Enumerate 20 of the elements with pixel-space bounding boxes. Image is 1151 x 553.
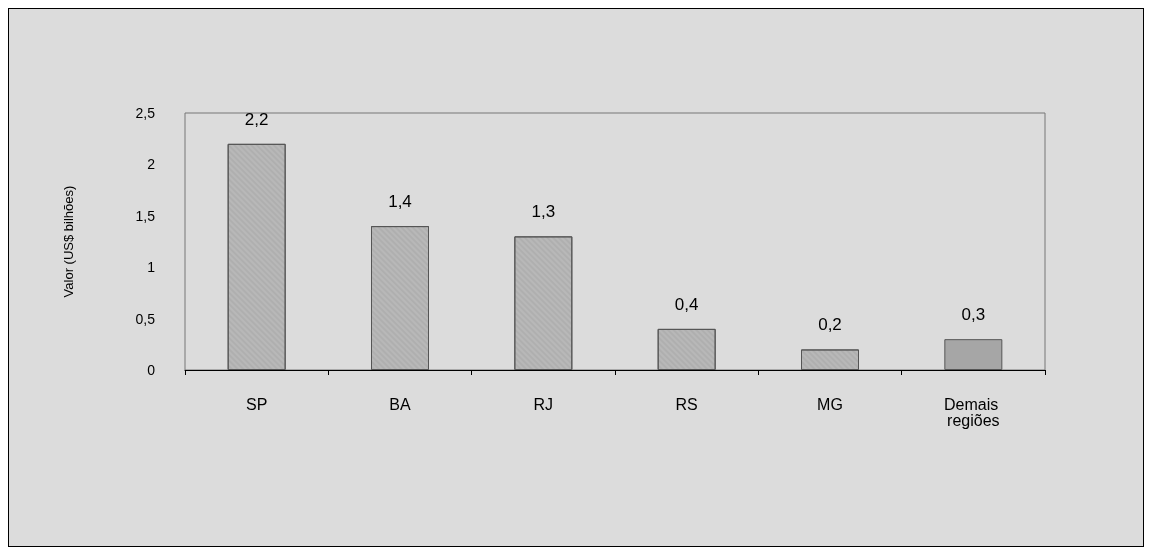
- y-tick-label: 2: [147, 156, 156, 173]
- bar: [944, 339, 1003, 370]
- x-tick-label: RJ: [533, 395, 554, 413]
- x-tick-label: Demais regiões: [943, 395, 1003, 429]
- data-label: 1,4: [388, 192, 412, 212]
- data-label: 1,3: [531, 202, 556, 222]
- data-label: 0,2: [818, 315, 842, 335]
- data-label: 0,3: [961, 305, 986, 325]
- data-label: 2,2: [244, 109, 269, 129]
- y-tick-label: 1: [147, 259, 156, 276]
- y-tick-label: 0,5: [135, 310, 156, 327]
- y-tick-label: 0: [147, 362, 156, 378]
- x-tick-label: MG: [817, 395, 843, 413]
- x-tick-label: SP: [245, 395, 268, 413]
- x-tick-label: BA: [389, 395, 411, 413]
- data-label: 0,4: [674, 294, 699, 314]
- y-tick-label: 1,5: [135, 207, 156, 224]
- y-tick-label: 2,5: [135, 105, 156, 121]
- y-axis-title: Valor (US$ bilhões): [61, 185, 76, 298]
- x-tick-label: RS: [675, 395, 698, 413]
